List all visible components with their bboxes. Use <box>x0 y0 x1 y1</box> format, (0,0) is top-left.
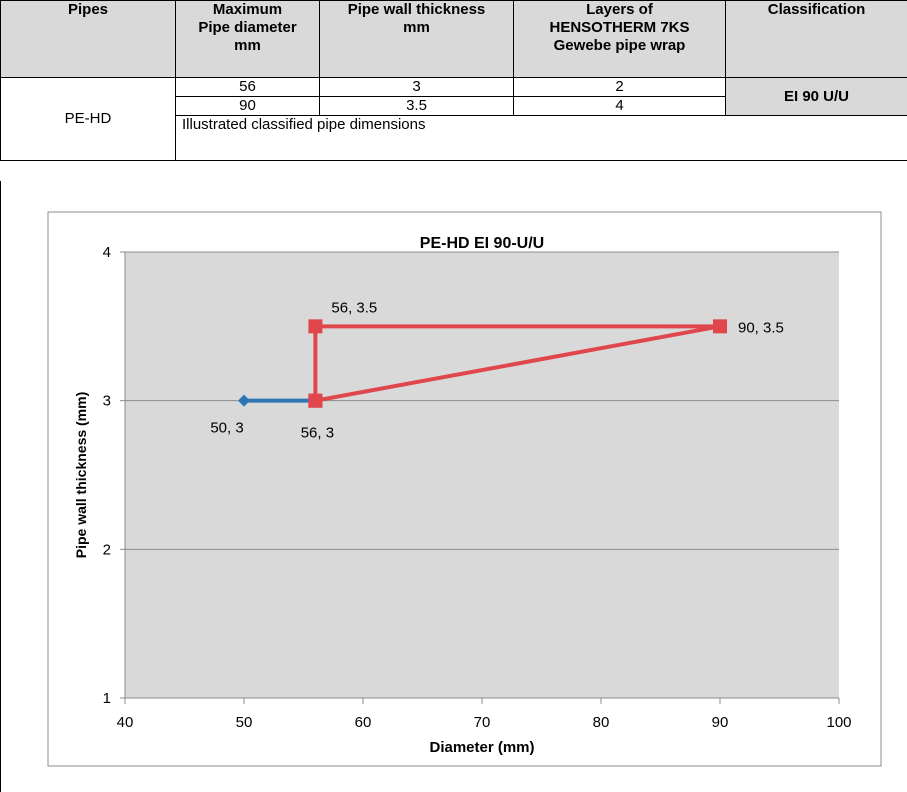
table-row: PE-HD 56 3 2 EI 90 U/U <box>0 77 907 161</box>
data-point <box>238 394 250 407</box>
x-tick-label: 50 <box>236 714 253 731</box>
data-label: 56, 3.5 <box>331 299 377 316</box>
y-tick-label: 1 <box>103 690 111 707</box>
pipe-type-cell: PE-HD <box>0 77 176 161</box>
layers-cell: 2 <box>513 77 726 97</box>
header-max-diameter: Maximum Pipe diameter mm <box>175 0 320 78</box>
thickness-cell: 3 <box>319 77 514 97</box>
data-label: 50, 3 <box>210 420 243 437</box>
x-axis-label: Diameter (mm) <box>429 739 534 756</box>
x-tick-label: 80 <box>593 714 610 731</box>
x-tick-label: 90 <box>712 714 729 731</box>
chart-title: PE-HD EI 90-U/U <box>420 235 544 252</box>
series-line <box>313 324 721 403</box>
x-tick-label: 40 <box>117 714 134 731</box>
plot-area <box>125 252 839 698</box>
x-tick-label: 60 <box>355 714 372 731</box>
layers-cell: 4 <box>513 96 726 116</box>
header-classification: Classification <box>725 0 907 78</box>
header-layers: Layers of HENSOTHERM 7KS Gewebe pipe wrap <box>513 0 726 78</box>
chart-area: 1 2 3 4 40 50 60 70 80 90 100 PE-HD EI 90-U/U Diamet… <box>0 181 907 792</box>
diameter-cell: 56 <box>175 77 320 97</box>
data-label: 56, 3 <box>301 425 334 442</box>
classification-cell: EI 90 U/U <box>725 77 907 116</box>
thickness-cell: 3.5 <box>319 96 514 116</box>
data-point <box>308 393 323 408</box>
data-label: 90, 3.5 <box>738 319 784 336</box>
table-note-row: Illustrated classified pipe dimensions <box>1 115 907 161</box>
note-cell: Illustrated classified pipe dimensions <box>175 115 726 161</box>
pipe-spec-table: Pipes Maximum Pipe diameter mm Pipe wall t… <box>0 0 907 161</box>
header-wall-thickness: Pipe wall thickness mm <box>319 0 514 78</box>
diameter-cell: 90 <box>175 96 320 116</box>
chart-svg: 1 2 3 4 40 50 60 70 80 90 100 PE-HD EI 90-U/U Diamet… <box>47 211 882 767</box>
x-tick-label: 100 <box>826 714 851 731</box>
table-header-row: Pipes Maximum Pipe diameter mm Pipe wall t… <box>0 0 907 78</box>
x-tick-label: 70 <box>474 714 491 731</box>
data-point <box>713 319 727 334</box>
blank-cell <box>725 115 907 161</box>
y-tick-label: 2 <box>103 541 111 558</box>
y-tick-label: 3 <box>103 393 111 410</box>
header-pipes: Pipes <box>0 0 176 78</box>
y-tick-label: 4 <box>103 244 111 261</box>
y-axis-label: Pipe wall thickness (mm) <box>73 392 89 559</box>
data-point <box>308 319 323 334</box>
